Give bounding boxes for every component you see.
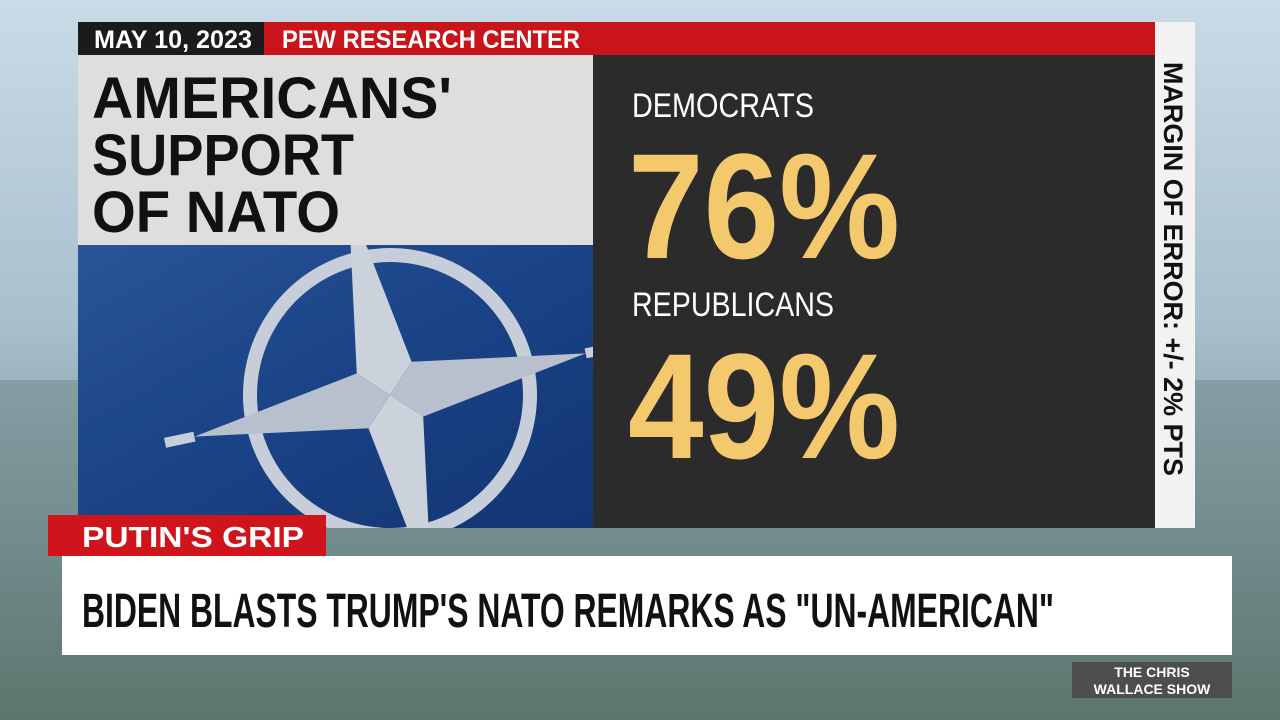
headline: BIDEN BLASTS TRUMP'S NATO REMARKS AS "UN… [82, 585, 1054, 638]
stats-panel [593, 55, 1155, 528]
title-line: SUPPORT [92, 123, 354, 188]
stat-value: 49% [628, 322, 900, 490]
title-panel [78, 55, 593, 245]
stat-value: 76% [628, 122, 900, 290]
stat-label: DEMOCRATS [632, 87, 814, 125]
title-line: OF NATO [92, 180, 340, 245]
date: MAY 10, 2023 [94, 26, 252, 54]
headline-bar [62, 556, 1232, 655]
nato-flag [78, 245, 593, 528]
date-box [78, 22, 264, 55]
tag-box [48, 515, 326, 556]
show-logo-box [1072, 662, 1232, 698]
title-line: AMERICANS' [92, 66, 452, 131]
source: PEW RESEARCH CENTER [282, 26, 580, 54]
stat-label: REPUBLICANS [632, 286, 834, 324]
tag: PUTIN'S GRIP [82, 522, 304, 554]
show-logo-line: WALLACE SHOW [1094, 681, 1211, 697]
margin-strip [1155, 22, 1195, 528]
show-logo-line: THE CHRIS [1114, 664, 1189, 680]
margin-note: MARGIN OF ERROR: +/- 2% PTS [1158, 62, 1188, 476]
